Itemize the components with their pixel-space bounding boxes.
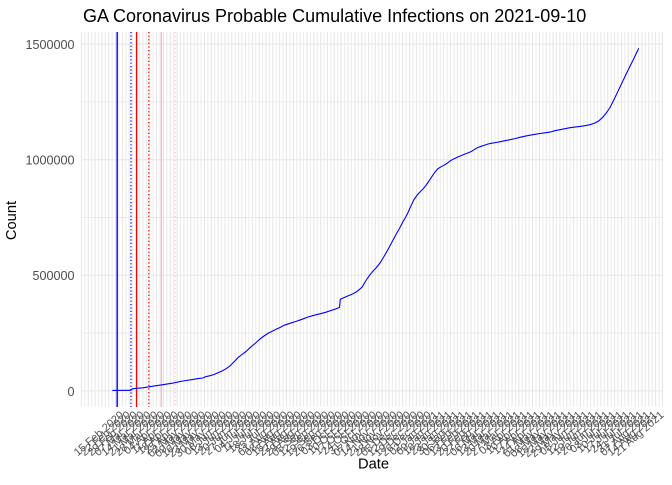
svg-text:1000000: 1000000: [25, 154, 74, 168]
svg-text:1500000: 1500000: [25, 38, 74, 52]
svg-text:500000: 500000: [32, 269, 74, 283]
svg-text:Date: Date: [358, 457, 389, 473]
svg-text:0: 0: [67, 385, 74, 399]
svg-text:GA Coronavirus Probable Cumula: GA Coronavirus Probable Cumulative Infec…: [83, 6, 586, 26]
svg-text:Count: Count: [4, 201, 20, 240]
